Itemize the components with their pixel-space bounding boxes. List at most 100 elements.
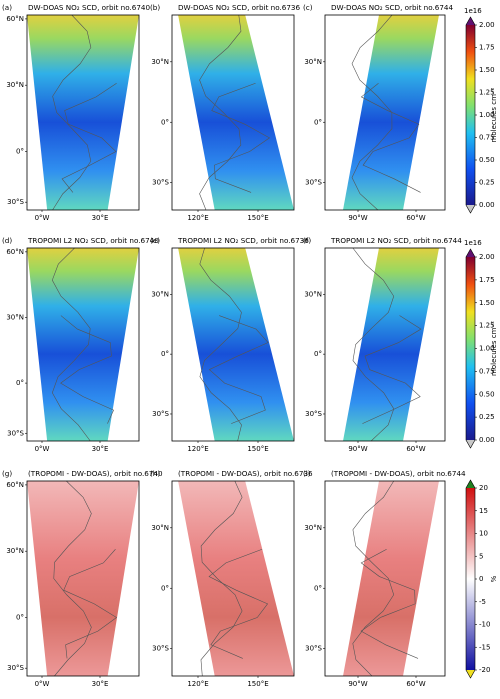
colorbar-tick-label: 1.00 bbox=[479, 345, 495, 353]
lat-label: 30°S bbox=[7, 664, 24, 672]
map-frame bbox=[26, 480, 140, 677]
swath bbox=[178, 248, 294, 441]
swath bbox=[27, 481, 139, 676]
coastline bbox=[211, 82, 271, 193]
panel-label: (e) bbox=[150, 236, 160, 245]
panel-label: (d) bbox=[2, 236, 12, 245]
panel-label: (g) bbox=[2, 469, 12, 478]
lon-label: 150°E bbox=[247, 214, 268, 222]
coastline bbox=[352, 247, 395, 442]
swath bbox=[343, 15, 439, 210]
lon-label: 60°W bbox=[406, 445, 425, 453]
colorbar-exponent: 1e16 bbox=[464, 239, 482, 247]
colorbar-extend-max bbox=[466, 17, 475, 25]
coastline bbox=[360, 548, 419, 659]
lat-label: 30°N bbox=[304, 58, 322, 66]
swath bbox=[27, 15, 139, 210]
swath bbox=[343, 248, 439, 441]
coastline bbox=[61, 83, 117, 193]
colorbar-tick-label: -20 bbox=[479, 666, 490, 674]
panel-label: (c) bbox=[303, 3, 313, 12]
swath bbox=[178, 481, 294, 676]
colorbar-tick-label: 0 bbox=[479, 575, 483, 583]
panel-title: DW-DOAS NO₂ SCD, orbit no.6744 bbox=[331, 3, 454, 12]
lat-label: 30°S bbox=[152, 410, 169, 418]
colorbar-tick-label: 0.50 bbox=[479, 390, 495, 398]
lon-label: 120°E bbox=[187, 445, 208, 453]
lat-label: 30°S bbox=[305, 410, 322, 418]
panel-title: DW-DOAS NO₂ SCD, orbit no.6740 bbox=[28, 3, 151, 12]
map-frame bbox=[324, 480, 446, 677]
lon-label: 0°W bbox=[35, 445, 50, 453]
map-frame bbox=[26, 247, 140, 442]
coastline bbox=[51, 247, 91, 442]
panel-label: (b) bbox=[150, 3, 160, 12]
lat-label: 30°S bbox=[305, 179, 322, 187]
panel-label: (f) bbox=[303, 236, 311, 245]
colorbar-tick-label: 1.75 bbox=[479, 44, 495, 52]
swath bbox=[178, 15, 294, 210]
colorbar-tick-label: 0.75 bbox=[479, 367, 495, 375]
lat-label: 30°N bbox=[151, 58, 169, 66]
lat-label: 60°N bbox=[6, 15, 24, 23]
lon-label: 150°E bbox=[247, 445, 268, 453]
lon-label: 60°W bbox=[406, 680, 425, 688]
map-frame bbox=[324, 247, 446, 442]
colorbar-tick-label: 15 bbox=[479, 507, 488, 515]
panel-title: TROPOMI L2 NO₂ SCD, orbit no.6744 bbox=[330, 236, 462, 245]
lat-label: 30°N bbox=[304, 524, 322, 532]
lat-label: 0° bbox=[16, 614, 24, 622]
lon-label: 90°W bbox=[348, 445, 367, 453]
coastline bbox=[208, 315, 269, 424]
colorbar-tick-label: 2.00 bbox=[479, 21, 495, 29]
coastline bbox=[208, 548, 269, 659]
lat-label: 0° bbox=[16, 148, 24, 156]
lon-label: 90°W bbox=[348, 680, 367, 688]
coastline bbox=[360, 83, 421, 193]
lat-label: 30°N bbox=[6, 547, 24, 555]
lat-label: 30°S bbox=[7, 429, 24, 437]
coastline bbox=[53, 480, 92, 677]
lat-label: 60°N bbox=[6, 248, 24, 256]
coastline bbox=[352, 480, 395, 677]
map-frame bbox=[171, 480, 295, 677]
colorbar-tick-label: 1.25 bbox=[479, 89, 495, 97]
panel-label: (a) bbox=[2, 3, 12, 12]
colorbar-label: % bbox=[490, 575, 498, 582]
lat-label: 30°S bbox=[152, 179, 169, 187]
lon-label: 30°E bbox=[92, 445, 109, 453]
colorbar-extend-min bbox=[466, 440, 475, 448]
lon-label: 30°E bbox=[92, 214, 109, 222]
lat-label: 60°N bbox=[6, 481, 24, 489]
colorbar-tick-label: 1.75 bbox=[479, 276, 495, 284]
panel-label: (h) bbox=[150, 469, 160, 478]
lat-label: 0° bbox=[161, 118, 169, 126]
lat-label: 0° bbox=[161, 350, 169, 358]
colorbar-tick-label: 1.00 bbox=[479, 111, 495, 119]
coastline bbox=[362, 315, 422, 424]
colorbar-extend-max bbox=[466, 480, 475, 488]
coastline bbox=[63, 549, 118, 659]
lat-label: 30°N bbox=[151, 524, 169, 532]
lat-label: 30°N bbox=[304, 290, 322, 298]
panel-title: (TROPOMI - DW-DOAS), orbit no.6740 bbox=[28, 469, 163, 478]
map-frame bbox=[171, 247, 295, 442]
panel-title: (TROPOMI - DW-DOAS), orbit no.6744 bbox=[331, 469, 466, 478]
colorbar-tick-label: 0.25 bbox=[479, 179, 495, 187]
colorbar-tick-label: 10 bbox=[479, 530, 488, 538]
lon-label: 0°W bbox=[35, 680, 50, 688]
colorbar-extend-max bbox=[466, 249, 475, 257]
colorbar-tick-label: 20 bbox=[479, 484, 488, 492]
colorbar-exponent: 1e16 bbox=[464, 7, 482, 15]
lat-label: 30°S bbox=[7, 198, 24, 206]
lon-label: 120°E bbox=[187, 214, 208, 222]
colorbar-tick-label: 0.00 bbox=[479, 436, 495, 444]
lat-label: 0° bbox=[314, 350, 322, 358]
colorbar-label: molecules cm⁻² bbox=[490, 321, 498, 376]
panel-label: (i) bbox=[303, 469, 311, 478]
coastline bbox=[200, 480, 243, 677]
panel-title: TROPOMI L2 NO₂ SCD, orbit no.6736 bbox=[177, 236, 309, 245]
colorbar bbox=[466, 257, 475, 440]
colorbar bbox=[466, 488, 475, 670]
